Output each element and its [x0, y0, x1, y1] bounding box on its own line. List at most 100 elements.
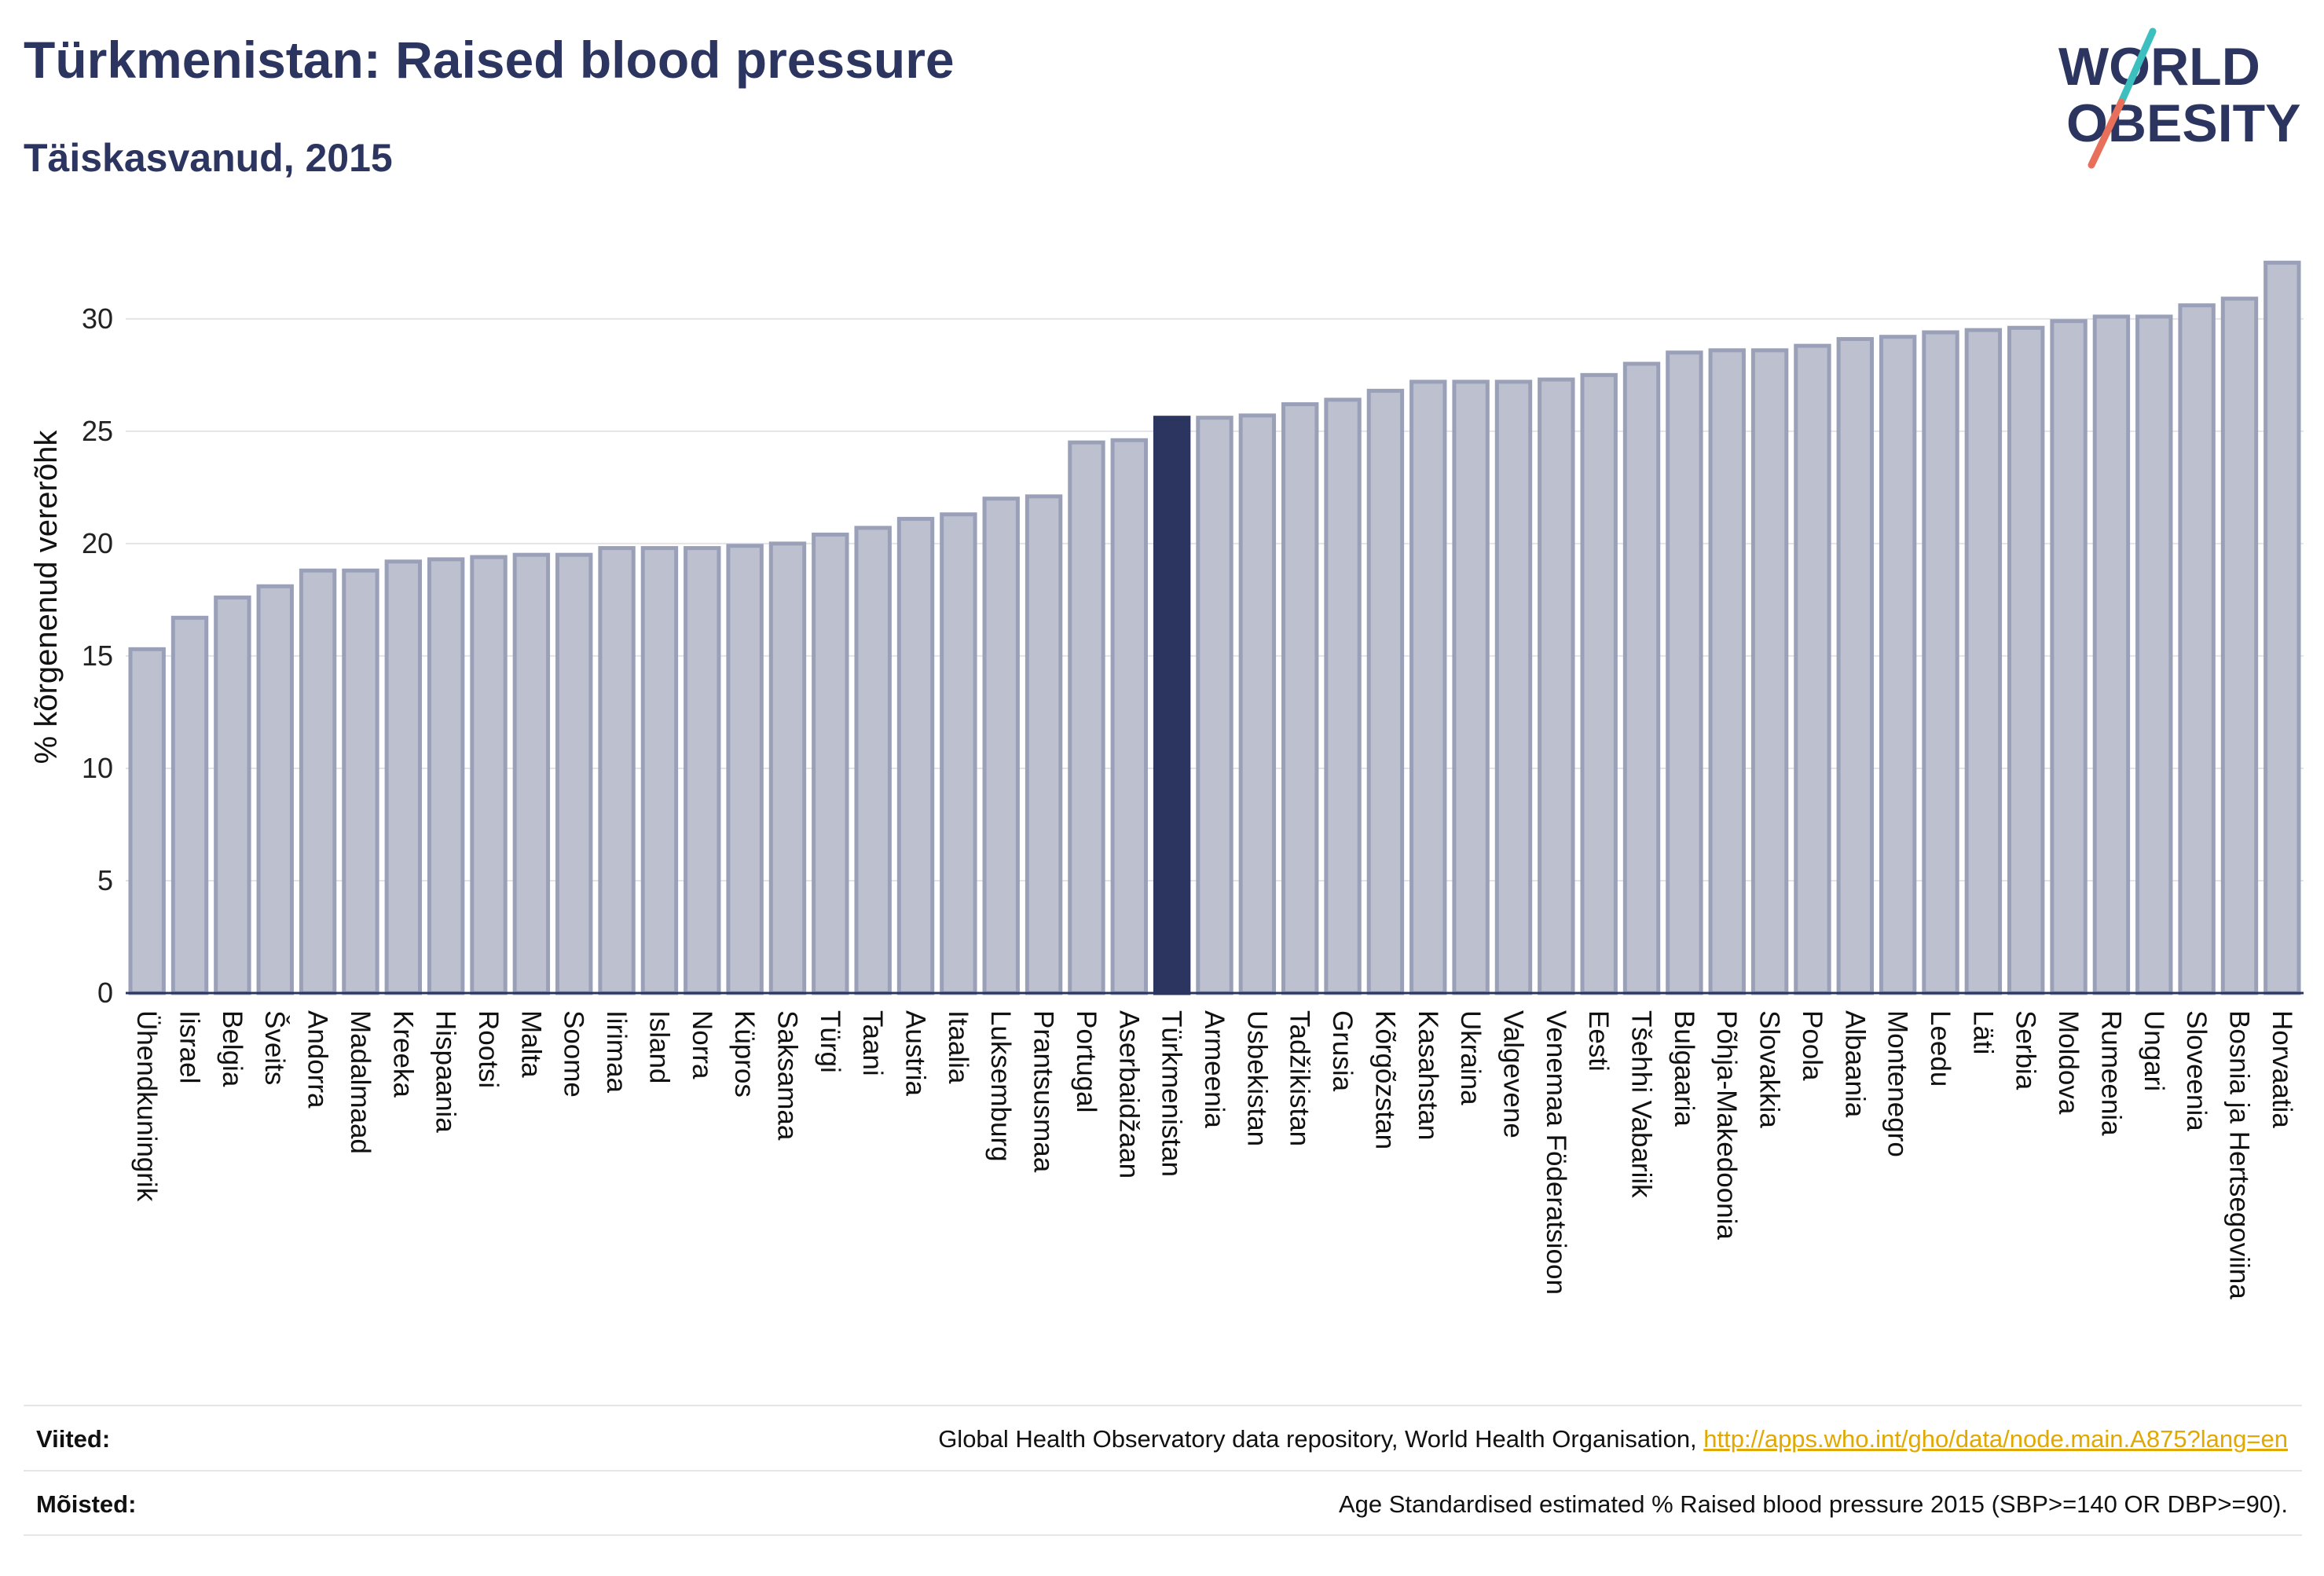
x-tick-label: Serbia [2011, 1010, 2041, 1090]
bar-Läti[interactable] [1964, 328, 2003, 995]
x-tick-label: Hispaania [431, 1010, 461, 1133]
y-ticks: 0 5 10 15 20 25 30 [82, 302, 113, 1009]
x-tick-label: Portugal [1071, 1010, 1102, 1112]
bar-Rumeenia[interactable] [2092, 314, 2131, 995]
bar-Rootsi[interactable] [470, 555, 508, 995]
x-tick-label: Ukraina [1455, 1010, 1486, 1105]
bar-Andorra[interactable] [299, 568, 337, 995]
x-tick-label: Malta [515, 1010, 546, 1078]
bar-Leedu[interactable] [1922, 330, 1959, 995]
bar-Norra[interactable] [684, 546, 721, 995]
x-tick-label: Andorra [302, 1010, 333, 1109]
bar-Madalmaad[interactable] [342, 568, 379, 995]
x-tick-label: Šveits [259, 1010, 290, 1085]
x-tick-label: Türgi [815, 1010, 845, 1073]
bar-Montenegro[interactable] [1879, 335, 1917, 995]
bar-Taani[interactable] [854, 526, 892, 995]
x-tick-label: Island [643, 1010, 674, 1083]
x-tick-label: Iisrael [174, 1010, 205, 1083]
bar-Türgi[interactable] [812, 532, 849, 995]
definitions-label: Mõisted: [36, 1490, 137, 1518]
bar-Kasahstan[interactable] [1409, 379, 1447, 995]
bar-Austria[interactable] [896, 516, 935, 995]
x-tick-label: Soome [559, 1010, 589, 1098]
x-tick-label: Tšehhi Vabariik [1626, 1010, 1657, 1198]
x-tick-label: Prantsusmaa [1028, 1010, 1059, 1173]
bar-Malta[interactable] [512, 552, 551, 995]
y-tick-label: 25 [82, 415, 113, 447]
bar-Iisrael[interactable] [170, 615, 209, 995]
bar-Portugal[interactable] [1068, 440, 1105, 995]
bar-Serbia[interactable] [2007, 325, 2045, 995]
bar-Soome[interactable] [555, 552, 593, 995]
x-tick-label: Rootsi [473, 1010, 504, 1088]
bar-Ukraina[interactable] [1452, 379, 1490, 995]
x-tick-label: Bulgaaria [1669, 1010, 1699, 1127]
x-tick-label: Itaalia [943, 1010, 973, 1084]
x-tick-label: Taani [857, 1010, 888, 1076]
x-tick-label: Albaania [1839, 1010, 1870, 1118]
x-tick-label: Grusia [1327, 1010, 1358, 1092]
y-tick-label: 30 [82, 302, 113, 335]
bar-Türkmenistan[interactable] [1153, 416, 1191, 995]
bar-Luksemburg[interactable] [982, 497, 1020, 995]
bar-Moldova[interactable] [2050, 319, 2088, 995]
footer-divider [24, 1534, 2302, 1536]
bar-Ühendkuningrik[interactable] [128, 647, 166, 995]
bar-Island[interactable] [640, 546, 679, 995]
bar-Usbekistan[interactable] [1238, 413, 1277, 995]
bar-Bulgaaria[interactable] [1666, 350, 1703, 995]
x-tick-label: Moldova [2053, 1010, 2084, 1115]
x-tick-label: Kõrgõzstan [1369, 1010, 1400, 1149]
definitions-text: Age Standardised estimated % Raised bloo… [1338, 1490, 2288, 1518]
x-tick-label: Montenegro [1882, 1010, 1913, 1157]
bar-Poola[interactable] [1794, 343, 1831, 995]
x-tick-label: Aserbaidžaan [1113, 1010, 1144, 1178]
x-tick-label: Põhja-Makedoonia [1711, 1010, 1742, 1240]
x-tick-label: Iirimaa [601, 1010, 632, 1094]
bar-Bosnia ja Hertsegoviina[interactable] [2220, 296, 2259, 995]
logo-text-world: WORLD [2058, 37, 2260, 97]
bar-Kreeka[interactable] [384, 559, 422, 995]
bar-Põhja-Makedoonia[interactable] [1708, 348, 1746, 995]
bar-Armeenia[interactable] [1196, 416, 1233, 995]
bar-Itaalia[interactable] [940, 512, 977, 995]
bar-Slovakkia[interactable] [1750, 348, 1789, 995]
x-tick-label: Leedu [1925, 1010, 1956, 1087]
bar-Ungari[interactable] [2135, 314, 2173, 995]
x-tick-label: Luksemburg [985, 1010, 1016, 1162]
x-tick-label: Tadžikistan [1285, 1010, 1315, 1146]
chart-subtitle: Täiskasvanud, 2015 [24, 136, 393, 180]
x-tick-label: Belgia [217, 1010, 247, 1087]
bar-Valgevene[interactable] [1494, 379, 1533, 995]
sources-link[interactable]: http://apps.who.int/gho/data/node.main.A… [1703, 1425, 2288, 1453]
bar-Šveits[interactable] [256, 584, 294, 995]
bar-Saksamaa[interactable] [768, 541, 807, 995]
x-tick-label: Eesti [1583, 1010, 1614, 1072]
bar-Eesti[interactable] [1580, 372, 1618, 995]
sources-label: Viited: [36, 1425, 111, 1453]
bar-Aserbaidžaan[interactable] [1110, 438, 1148, 995]
bar-Grusia[interactable] [1324, 398, 1362, 995]
bar-Sloveenia[interactable] [2178, 303, 2216, 995]
bar-Tšehhi Vabariik[interactable] [1622, 361, 1661, 995]
bar-Iirimaa[interactable] [598, 546, 636, 995]
x-tick-label: Austria [900, 1010, 931, 1096]
bar-Hispaania[interactable] [427, 557, 465, 995]
x-tick-label: Ungari [2139, 1010, 2169, 1091]
bar-Albaania[interactable] [1836, 337, 1874, 995]
bar-Tadžikistan[interactable] [1281, 402, 1319, 995]
bars [128, 260, 2301, 995]
bar-Horvaatia[interactable] [2264, 260, 2301, 995]
bar-Kõrgõzstan[interactable] [1366, 388, 1405, 995]
y-tick-label: 5 [97, 864, 113, 896]
sources-description: Global Health Observatory data repositor… [938, 1425, 1704, 1453]
bar-Prantsusmaa[interactable] [1025, 494, 1063, 995]
bar-Belgia[interactable] [214, 596, 251, 995]
bar-Küpros[interactable] [726, 544, 764, 995]
bar-Venemaa Föderatsioon[interactable] [1538, 377, 1575, 995]
x-tick-label: Madalmaad [345, 1010, 376, 1154]
definitions-row: Mõisted: Age Standardised estimated % Ra… [24, 1470, 2302, 1536]
y-tick-label: 15 [82, 640, 113, 672]
x-tick-label: Sloveenia [2181, 1010, 2212, 1131]
